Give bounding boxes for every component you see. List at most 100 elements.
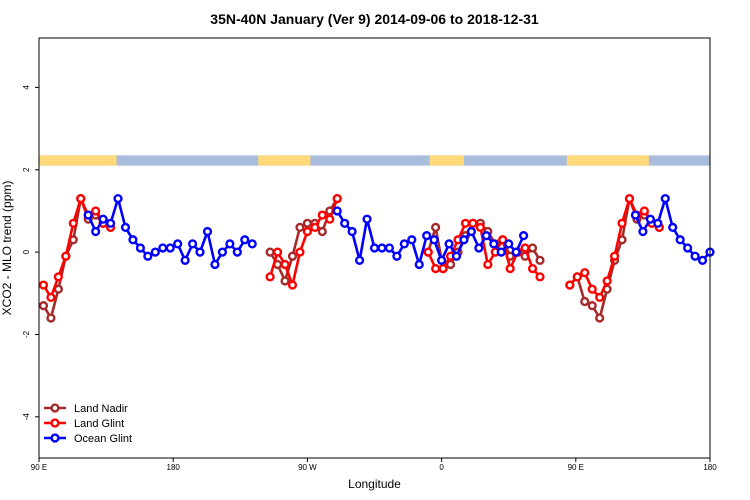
data-point (645, 214, 655, 224)
data-point (38, 280, 49, 290)
data-point (247, 239, 257, 249)
legend-item: Land Glint (44, 418, 124, 430)
legend-label: Land Glint (74, 418, 124, 430)
data-point (46, 313, 56, 323)
data-point (483, 259, 493, 270)
landmask-strip (39, 155, 710, 166)
data-point (431, 222, 441, 233)
data-point (481, 231, 491, 241)
plot-frame (38, 37, 711, 459)
y-tick-label: 0 (22, 249, 31, 254)
land-band-1 (258, 155, 311, 166)
data-point (595, 292, 605, 303)
y-axis-label: XCO2 - MLO trend (ppm) (0, 181, 14, 316)
data-point (280, 276, 290, 286)
y-tick-label: 2 (22, 167, 31, 172)
data-point (466, 226, 477, 237)
data-point (240, 235, 250, 245)
data-point (690, 251, 700, 261)
data-point (265, 272, 275, 282)
data-point (120, 222, 131, 233)
data-point (287, 280, 298, 290)
data-point (587, 301, 597, 311)
data-point (210, 259, 220, 270)
data-point (580, 296, 590, 307)
data-point (519, 231, 529, 241)
data-point (617, 218, 627, 228)
data-point (399, 239, 409, 249)
data-point (474, 243, 484, 253)
x-tick-label: 90 W (298, 463, 317, 472)
series-land-nadir (38, 193, 664, 323)
data-point (535, 255, 545, 265)
data-point (354, 255, 365, 265)
data-point (287, 251, 298, 261)
data-point (38, 301, 49, 311)
x-tick-label: 180 (167, 463, 181, 472)
data-point (444, 239, 454, 249)
data-point (362, 214, 372, 224)
data-point (332, 206, 342, 216)
data-point (505, 263, 515, 274)
data-point (217, 247, 228, 257)
data-point (624, 193, 635, 204)
legend-label: Land Nadir (74, 403, 128, 415)
data-point (572, 272, 582, 282)
data-point (527, 243, 538, 253)
data-point (638, 226, 648, 237)
data-point (340, 218, 350, 228)
data-point (422, 231, 432, 241)
data-point (68, 218, 78, 228)
data-point (317, 210, 327, 220)
data-point (475, 222, 485, 233)
y-tick-label: 4 (22, 85, 31, 90)
data-point (653, 218, 663, 228)
x-tick-label: 90 E (568, 463, 584, 472)
data-point (83, 210, 93, 220)
data-point (332, 193, 342, 204)
data-point (98, 214, 108, 224)
data-point (438, 263, 448, 274)
data-point (697, 255, 708, 265)
data-point (317, 226, 327, 237)
data-point (187, 239, 198, 249)
data-point (135, 243, 145, 253)
x-tick-label: 0 (439, 463, 444, 472)
data-point (272, 247, 283, 257)
data-point (429, 235, 439, 245)
data-point (377, 243, 387, 253)
land-band-2 (429, 155, 464, 166)
data-point (468, 218, 478, 228)
data-point (602, 276, 612, 286)
series-line (87, 197, 253, 266)
data-point (459, 235, 469, 245)
data-point (587, 284, 597, 294)
x-axis: 90 E 180 90 W 0 90 E 180 (31, 458, 717, 472)
data-point (265, 247, 275, 257)
data-point (668, 222, 678, 233)
data-point (460, 218, 471, 228)
series-line (42, 197, 112, 299)
data-point (384, 243, 395, 253)
data-point (150, 247, 160, 257)
legend: Land Nadir Land Glint Ocean Glint (44, 403, 132, 445)
data-point (392, 251, 402, 261)
series-land-glint (38, 193, 664, 303)
data-point (105, 218, 116, 228)
data-point (295, 247, 305, 257)
ocean-band (39, 155, 710, 166)
x-axis-label: Longitude (348, 477, 401, 491)
data-point (489, 239, 499, 249)
x-tick-label: 180 (703, 463, 717, 472)
data-point (565, 280, 575, 290)
data-point (504, 239, 514, 249)
data-point (173, 239, 183, 249)
data-point (639, 206, 649, 216)
data-point (630, 210, 641, 220)
data-point (595, 313, 605, 323)
data-point (302, 218, 313, 228)
data-point (675, 235, 685, 245)
data-point (53, 272, 63, 282)
data-point (527, 263, 538, 274)
